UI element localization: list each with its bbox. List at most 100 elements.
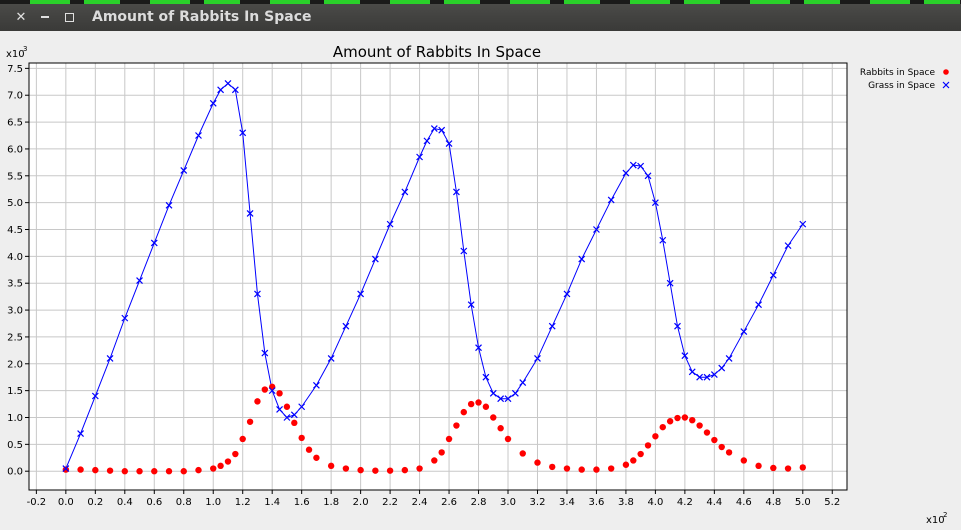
rabbits-point	[431, 457, 438, 464]
grass-point	[637, 162, 645, 170]
y-tick-label: 0.5	[7, 440, 23, 451]
x-tick-label: 1.6	[294, 497, 310, 508]
rabbits-point	[607, 465, 615, 472]
grass-point	[644, 172, 652, 180]
rabbits-point	[386, 467, 394, 474]
y-tick-label: 5.5	[7, 171, 23, 182]
plot-background	[29, 63, 847, 490]
rabbits-point	[674, 414, 681, 422]
grass-point	[511, 389, 519, 397]
y-tick-label: 1.0	[7, 413, 23, 424]
grass-point	[136, 277, 143, 284]
rabbits-point	[327, 462, 335, 470]
rabbits-point	[689, 416, 696, 424]
grass-point	[276, 406, 283, 413]
rabbits-point	[703, 429, 711, 436]
grass-point	[430, 125, 438, 132]
grass-point	[312, 381, 320, 389]
grass-point	[290, 411, 298, 419]
rabbits-point	[504, 435, 512, 443]
grass-point	[666, 279, 674, 287]
rabbits-point	[696, 422, 703, 429]
minimize-icon[interactable]	[37, 9, 53, 25]
x-tick-label: 2.2	[382, 497, 398, 508]
grass-point	[674, 322, 681, 330]
grass-point	[519, 379, 527, 387]
grass-point	[607, 196, 615, 204]
window-title: Amount of Rabbits In Space	[92, 9, 312, 25]
x-tick-label: 4.8	[765, 497, 781, 508]
grass-point	[327, 354, 335, 362]
grass-point	[298, 403, 306, 411]
rabbits-point	[718, 443, 725, 451]
rabbits-point	[482, 403, 490, 410]
rabbits-point	[77, 466, 84, 473]
rabbits-point	[453, 422, 460, 429]
rabbits-point	[467, 400, 475, 408]
rabbits-point	[438, 449, 445, 456]
grass-point	[467, 301, 475, 309]
y-tick-label: 0.0	[7, 467, 23, 478]
x-tick-label: 3.2	[530, 497, 546, 508]
x-tick-label: 0.4	[117, 497, 133, 508]
close-icon[interactable]: ✕	[15, 9, 27, 25]
y-tick-label: 2.0	[7, 359, 23, 370]
grass-point	[769, 271, 777, 279]
grass-point	[217, 86, 225, 94]
grass-point	[416, 153, 424, 161]
chart-area: Amount of Rabbits In Space -0.2 0.0 0.2 0.4…	[0, 31, 961, 526]
grass-point	[283, 414, 291, 421]
grass-point	[386, 220, 394, 228]
x-tick-label: 5.2	[824, 497, 840, 508]
rabbits-point	[799, 464, 806, 471]
x-tick-label: 1.8	[323, 497, 339, 508]
x-tick-label: 0.2	[87, 497, 103, 508]
grass-point	[261, 349, 269, 357]
grass-point	[445, 140, 453, 147]
rabbits-point	[549, 463, 556, 471]
rabbits-point	[490, 414, 497, 421]
x-tick-label: 1.2	[235, 497, 251, 508]
rabbits-point	[136, 468, 143, 475]
grass-point	[62, 465, 70, 472]
maximize-icon[interactable]	[61, 9, 77, 25]
grass-point	[246, 209, 254, 217]
x-tick-label: 2.4	[412, 497, 428, 508]
rabbits-point	[239, 435, 246, 443]
rabbits-point	[445, 435, 453, 443]
rabbits-point	[121, 468, 129, 475]
grass-point	[239, 129, 247, 137]
grass-point	[357, 290, 365, 298]
rabbits-point	[644, 442, 652, 449]
grass-point	[755, 301, 762, 309]
rabbits-point	[755, 462, 762, 470]
grass-point	[91, 392, 99, 400]
rabbits-point	[165, 468, 173, 475]
y-tick-label: 2.5	[7, 332, 23, 343]
rabbits-point	[276, 390, 283, 397]
grass-point	[150, 239, 158, 247]
x-tick-label: 3.8	[618, 497, 634, 508]
grass-point	[180, 166, 188, 174]
grass-point	[438, 126, 446, 134]
grass-point	[254, 290, 261, 298]
grass-point	[423, 137, 431, 145]
grass-point	[342, 322, 350, 330]
rabbits-point	[291, 419, 298, 427]
grass-point	[534, 354, 541, 362]
grass-point	[651, 199, 659, 207]
rabbits-point	[659, 423, 666, 431]
grass-point	[718, 364, 726, 372]
grass-point	[548, 322, 556, 330]
grass-point	[475, 344, 482, 352]
grass-point	[578, 255, 586, 263]
window-titlebar: ✕ Amount of Rabbits In Space	[0, 4, 961, 31]
y-tick-label: 4.0	[7, 252, 23, 263]
rabbits-point	[305, 446, 313, 453]
x-tick-label: 1.0	[205, 497, 221, 508]
rabbits-point	[210, 465, 217, 472]
grass-point	[593, 226, 600, 233]
grass-point	[209, 99, 217, 107]
rabbits-point	[770, 464, 777, 472]
grass-point	[489, 389, 497, 397]
